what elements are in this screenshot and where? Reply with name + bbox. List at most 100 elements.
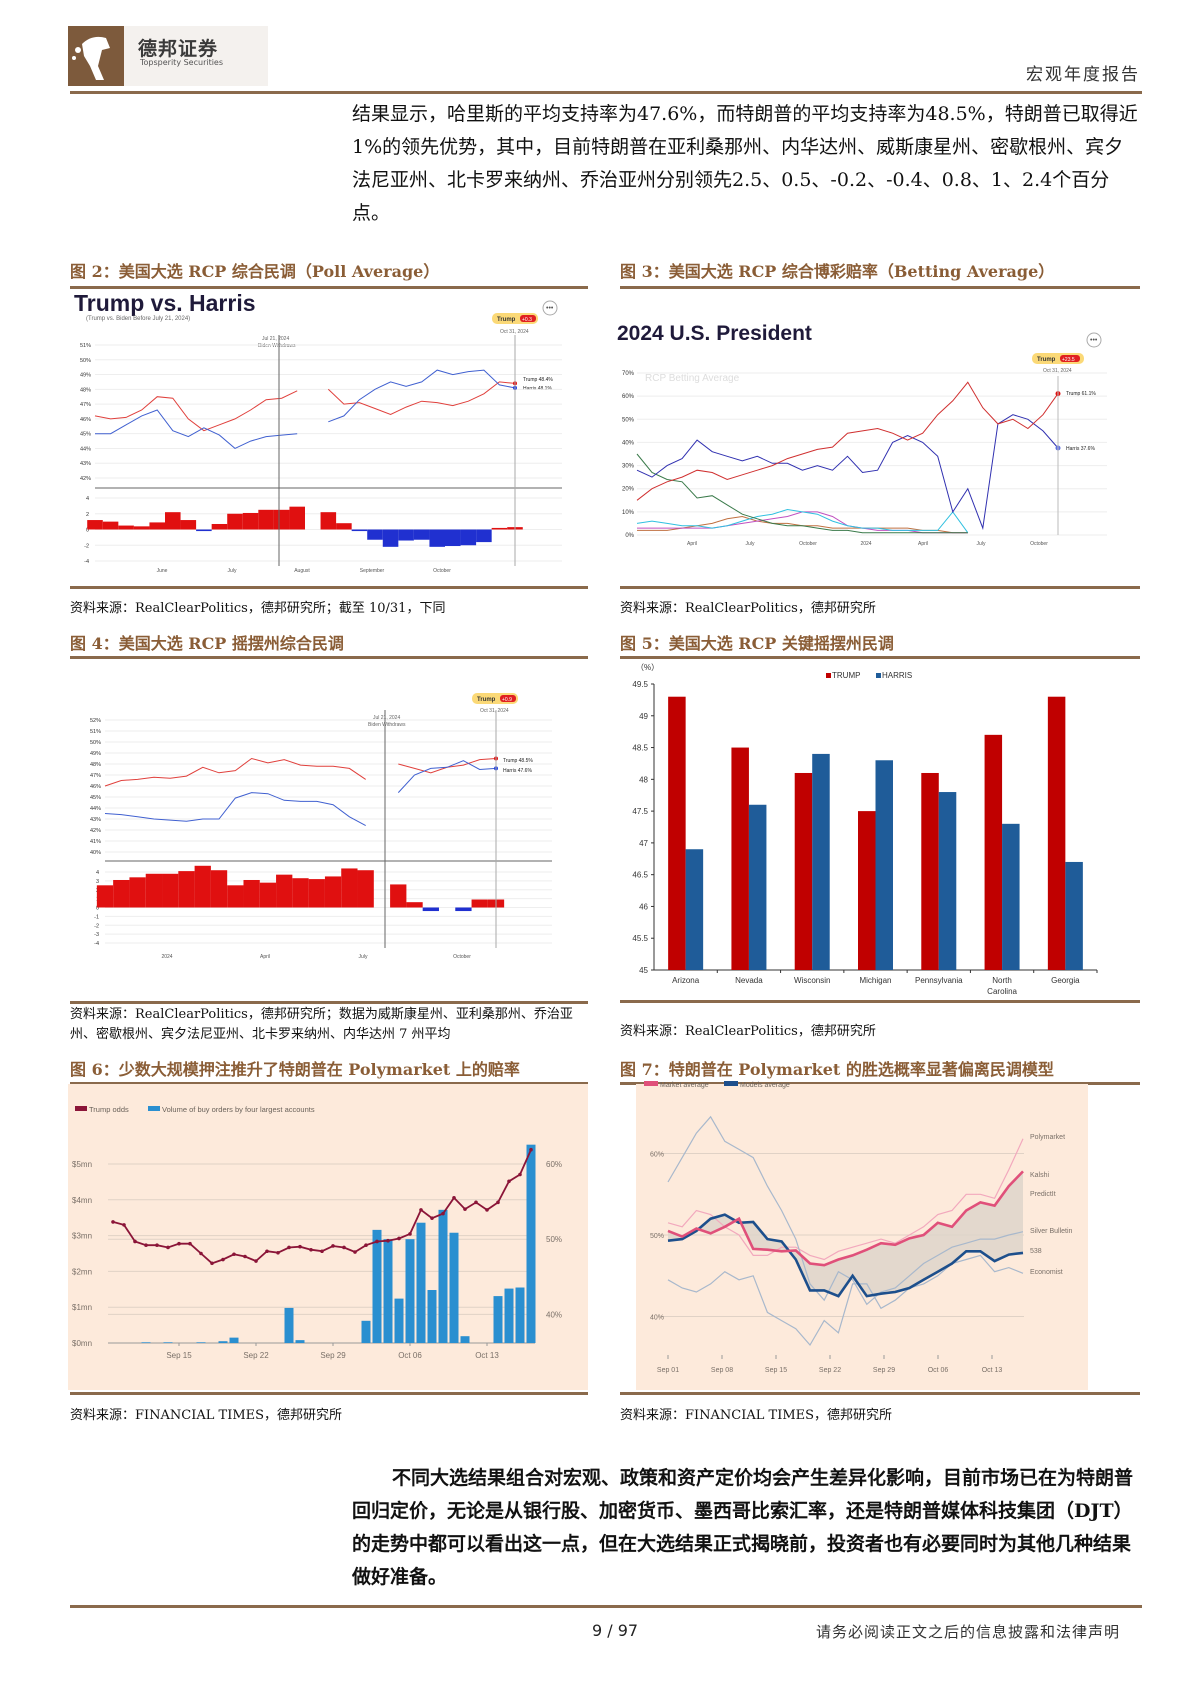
volume-bar <box>504 1288 514 1343</box>
spread-bar <box>273 509 290 530</box>
y-tick-label: 50% <box>622 417 635 423</box>
spread-bar <box>445 529 461 547</box>
trump-odds-point <box>298 1244 302 1249</box>
fig2-source: 资料来源：RealClearPolitics，德邦研究所；截至 10/31，下同 <box>70 601 446 616</box>
legend-swatch <box>876 673 881 678</box>
x-tick-label: June <box>157 568 168 574</box>
trump-odds-point <box>166 1245 170 1250</box>
category-label: Arizona <box>672 976 700 985</box>
category-label: Nevada <box>735 976 763 985</box>
left-tick-label: $2mn <box>72 1267 92 1276</box>
closing-paragraph: 不同大选结果组合对宏观、政策和资产定价均会产生差异化影响，目前市场已在为特朗普回… <box>352 1467 1134 1588</box>
fig3-bottom-rule <box>620 586 1140 589</box>
category-label: Carolina <box>987 987 1017 996</box>
y-tick-label: 51% <box>80 343 91 349</box>
spread-bar <box>162 873 179 908</box>
volume-bar <box>493 1296 503 1343</box>
trump-odds-point <box>331 1244 335 1248</box>
y-tick-label: 44% <box>80 446 91 452</box>
fig2-badge-name: Trump <box>497 317 516 323</box>
volume-bar <box>405 1239 415 1343</box>
spread-bar <box>357 870 374 908</box>
trump-odds-point <box>485 1208 489 1212</box>
category-label: Michigan <box>859 976 891 985</box>
disclaimer: 请务必阅读正文之后的信息披露和法律声明 <box>815 1623 1120 1641</box>
y-tick-label: 60% <box>650 1152 664 1159</box>
spread-bar <box>118 525 134 530</box>
x-tick-label: Sep 08 <box>711 1367 733 1374</box>
y-tick-label: 45.5 <box>632 934 648 943</box>
series-end-label: PredictIt <box>1030 1191 1056 1198</box>
fig3-trump-label: Trump 61.1% <box>1066 391 1096 397</box>
page-number: 9 / 97 <box>592 1621 639 1640</box>
series-line-harris <box>95 369 516 449</box>
spread-tick-label: 0 <box>96 906 99 912</box>
spread-bar <box>113 879 130 908</box>
more-options-icon[interactable] <box>542 300 558 316</box>
footer-rule <box>70 1605 1142 1608</box>
y-tick-label: 20% <box>622 487 635 493</box>
fig3-badge-name: Trump <box>1037 357 1056 363</box>
bar-harris <box>875 760 893 970</box>
spread-bar <box>242 512 259 530</box>
trump-odds-point <box>111 1220 115 1224</box>
spread-bar <box>341 868 358 908</box>
trump-odds-point <box>155 1243 159 1248</box>
bar-trump <box>1047 696 1066 970</box>
series-end-label: Polymarket <box>1030 1134 1065 1141</box>
x-tick-label: April <box>918 541 928 547</box>
y-tick-label: 49% <box>80 373 91 379</box>
spread-bar <box>320 512 337 530</box>
trump-odds-point <box>397 1236 401 1241</box>
more-options-icon[interactable] <box>1086 332 1102 348</box>
y-tick-label: 46% <box>90 784 101 790</box>
x-tick-label: Sep 15 <box>166 1351 192 1360</box>
volume-bar <box>515 1287 525 1343</box>
left-tick-label: $1mn <box>72 1303 92 1312</box>
y-tick-label: 30% <box>622 464 635 470</box>
report-type: 宏观年度报告 <box>1026 65 1140 85</box>
spread-bar <box>149 522 165 530</box>
spread-bar <box>258 509 274 530</box>
legend-label: HARRIS <box>882 671 912 680</box>
x-tick-label: July <box>977 541 986 547</box>
y-tick-label: 40% <box>650 1315 664 1322</box>
trump-odds-point <box>144 1243 148 1248</box>
volume-bar <box>383 1239 393 1343</box>
spread-bar <box>476 529 492 543</box>
trump-odds-point <box>408 1232 412 1236</box>
series-end-label: Kalshi <box>1030 1172 1050 1179</box>
trump-odds-point <box>122 1223 126 1227</box>
volume-bar <box>196 1342 206 1343</box>
trump-odds-point <box>199 1251 203 1256</box>
spread-bar <box>324 876 342 908</box>
fig3-title: 图 3：美国大选 RCP 综合博彩赔率（Betting Average） <box>620 262 1055 281</box>
x-tick-label: Sep 29 <box>320 1351 346 1360</box>
fig7-title: 图 7：特朗普在 Polymarket 的胜选概率显著偏离民调模型 <box>620 1060 1054 1079</box>
trump-odds-point <box>353 1250 357 1254</box>
bar-harris <box>812 753 830 970</box>
logo-subtext: Topsperity Securities <box>140 58 224 67</box>
fig4-bottom-rule <box>70 1001 588 1004</box>
fig2-event-label: Biden Withdraws <box>258 343 296 349</box>
fig5-chart: （%） 49.5 49 48.5 48 47.5 47 46.5 46 45.5 45 Arizon… <box>632 663 1098 996</box>
trump-odds-point <box>243 1254 247 1259</box>
spread-tick-label: -4 <box>94 941 99 947</box>
volume-bar <box>449 1232 459 1343</box>
x-tick-label: October <box>799 541 817 547</box>
bar-harris <box>1002 823 1020 970</box>
y-tick-label: 51% <box>90 729 101 735</box>
bar-trump <box>731 747 749 970</box>
x-tick-label: Sep 22 <box>819 1367 841 1374</box>
volume-bar <box>229 1337 239 1343</box>
spread-bar <box>180 520 197 530</box>
right-tick-label: 40% <box>546 1310 562 1319</box>
y-tick-label: 70% <box>622 371 635 377</box>
x-tick-label: Sep 15 <box>765 1367 787 1374</box>
y-tick-label: 43% <box>90 817 101 823</box>
y-tick-label: 45% <box>80 432 91 438</box>
x-tick-label: September <box>360 568 385 574</box>
spread-tick-label: -2 <box>84 543 89 549</box>
spread-bar <box>196 529 212 532</box>
fig4-harris-label: Harris 47.6% <box>503 768 532 774</box>
